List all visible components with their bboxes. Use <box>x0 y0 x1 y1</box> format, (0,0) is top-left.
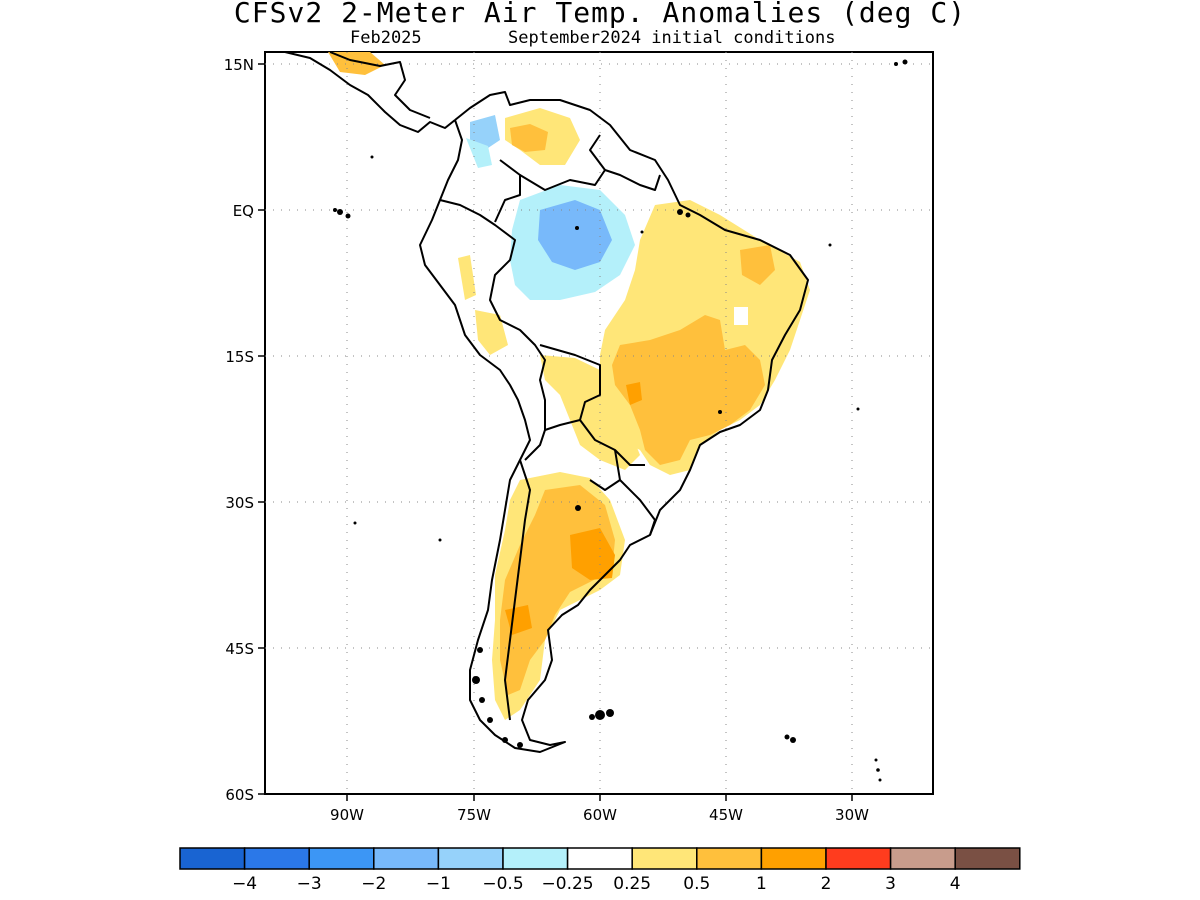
lat-label-15s: 15S <box>225 348 254 366</box>
colorbar <box>179 847 1021 870</box>
colorbar-label-0: −4 <box>232 874 257 894</box>
lat-label-60s: 60S <box>225 786 254 804</box>
colorbar-label-7: 0.5 <box>683 874 710 894</box>
anomaly-region-colombia-cold-outer <box>466 138 492 168</box>
anomaly-region-peru <box>475 310 508 355</box>
colorbar-swatch-9 <box>760 847 827 870</box>
colorbar-label-6: 0.25 <box>613 874 651 894</box>
colorbar-label-8: 1 <box>756 874 767 894</box>
anomaly-gap <box>734 307 748 325</box>
islands <box>333 59 908 782</box>
colorbar-swatch-3 <box>373 847 440 870</box>
colorbar-swatch-6 <box>566 847 633 870</box>
latitude-labels: 15N EQ 15S 30S 45S 60S <box>224 56 254 804</box>
longitude-labels: 90W 75W 60W 45W 30W <box>330 806 869 824</box>
lat-label-45s: 45S <box>225 640 254 658</box>
colorbar-label-10: 3 <box>885 874 896 894</box>
lon-label-60w: 60W <box>583 806 617 824</box>
lon-label-30w: 30W <box>835 806 869 824</box>
colorbar-swatch-11 <box>889 847 956 870</box>
anomaly-region-ne-brazil <box>740 245 775 285</box>
colorbar-swatch-1 <box>243 847 310 870</box>
colorbar-swatch-10 <box>825 847 892 870</box>
colorbar-swatch-0 <box>179 847 246 870</box>
colorbar-swatch-2 <box>308 847 375 870</box>
chart-title: CFSv2 2-Meter Air Temp. Anomalies (deg C… <box>233 0 967 29</box>
anomaly-region-colombia-orange <box>510 124 548 152</box>
anomaly-region-peak <box>626 382 642 405</box>
colorbar-swatch-4 <box>437 847 504 870</box>
colorbar-label-5: −0.25 <box>542 874 594 894</box>
colorbar-label-2: −2 <box>361 874 386 894</box>
colorbar-label-3: −1 <box>426 874 451 894</box>
latitude-axis <box>258 63 265 795</box>
anomaly-region-amazon-cold-core <box>538 200 612 270</box>
colorbar-label-9: 2 <box>821 874 832 894</box>
longitude-axis <box>346 794 853 801</box>
colorbar-label-4: −0.5 <box>482 874 523 894</box>
anomaly-region-ecuador <box>458 255 476 300</box>
anomaly-region-brazil-orange <box>612 315 765 465</box>
colorbar-swatch-7 <box>631 847 698 870</box>
anomaly-region-argentina-peak <box>570 528 615 580</box>
map-content <box>265 52 933 794</box>
initial-conditions-label: September2024 initial conditions <box>508 28 836 48</box>
anomaly-region-paraguay <box>540 355 640 470</box>
lon-label-45w: 45W <box>709 806 743 824</box>
coastlines <box>284 52 809 753</box>
lon-label-75w: 75W <box>457 806 491 824</box>
lat-label-15n: 15N <box>224 56 254 74</box>
colorbar-swatch-5 <box>502 847 569 870</box>
lat-label-eq: EQ <box>233 202 254 220</box>
colorbar-label-1: −3 <box>297 874 322 894</box>
colorbar-labels: −4 −3 −2 −1 −0.5 −0.25 0.25 0.5 1 2 3 4 <box>232 874 961 894</box>
colorbar-swatch-12 <box>954 847 1021 870</box>
anomaly-region-colombia-cold <box>470 115 500 150</box>
colorbar-swatch-8 <box>696 847 763 870</box>
lat-label-30s: 30S <box>225 494 254 512</box>
lon-label-90w: 90W <box>330 806 364 824</box>
colorbar-label-11: 4 <box>950 874 961 894</box>
valid-month-label: Feb2025 <box>350 28 422 48</box>
